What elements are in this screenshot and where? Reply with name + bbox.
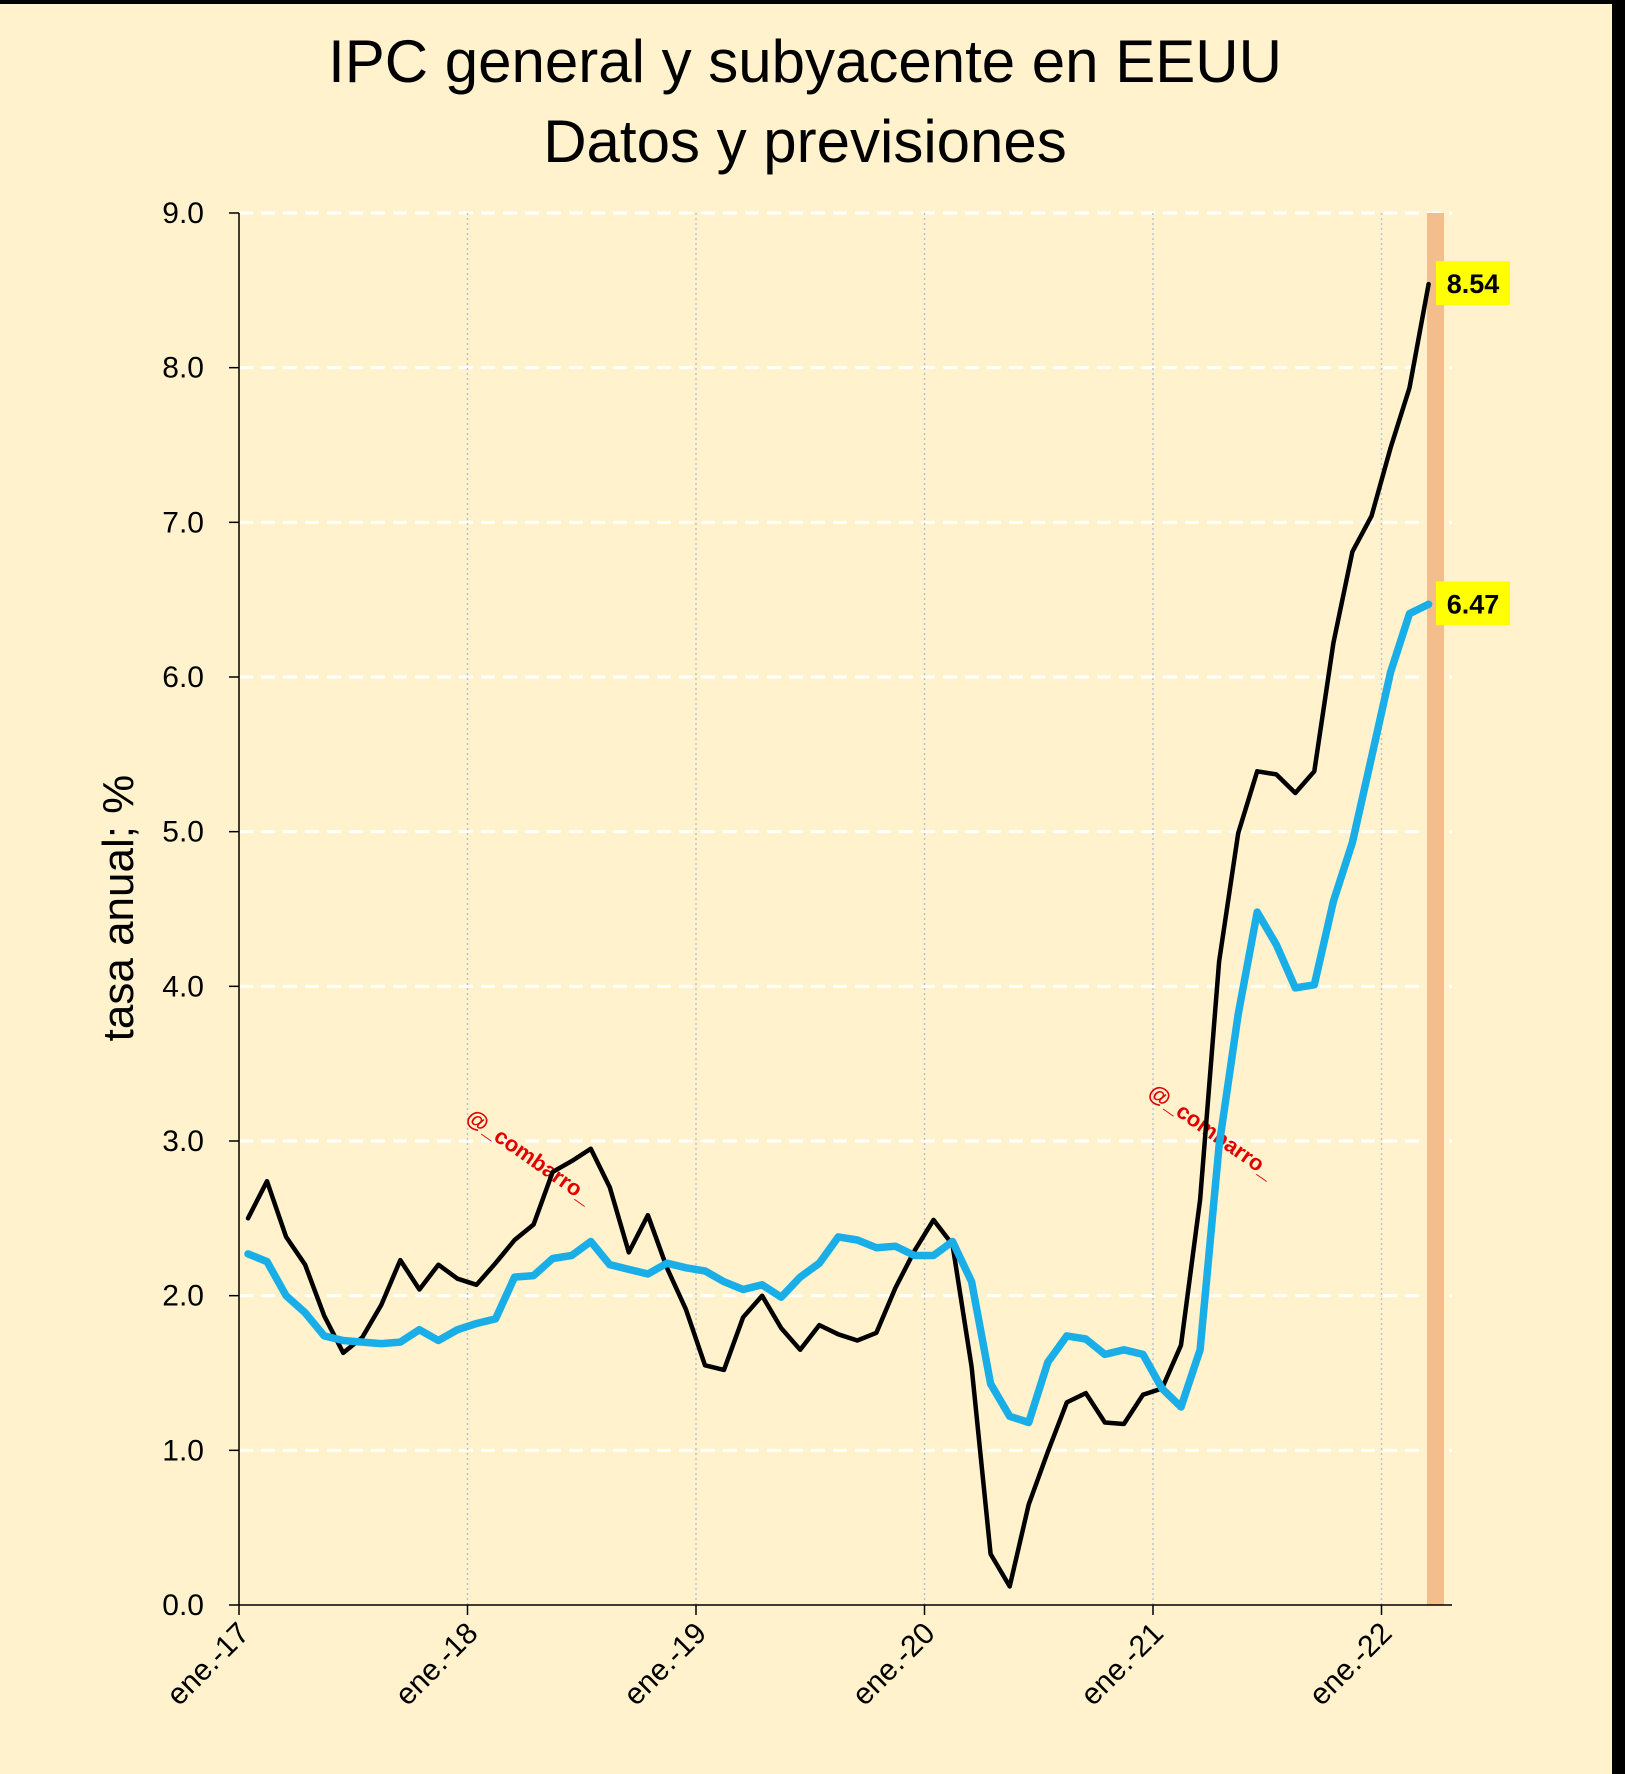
y-tick-label: 1.0 xyxy=(162,1434,204,1467)
chart-title: IPC general y subyacente en EEUU xyxy=(328,28,1282,95)
forecast-band xyxy=(1427,213,1444,1605)
x-tick-label: ene.-17 xyxy=(161,1617,256,1712)
series-line-1 xyxy=(245,281,1431,1589)
end-labels: 8.54 6.47 xyxy=(1436,261,1510,626)
axes xyxy=(229,212,1452,1615)
y-axis-label: tasa anual; % xyxy=(94,775,143,1042)
forecast-band-rect xyxy=(1427,213,1444,1605)
series-line-2 xyxy=(244,600,1433,1427)
end-label-1: 8.54 xyxy=(1436,261,1510,306)
tick-labels: 0.0 1.0 2.0 3.0 4.0 5.0 6.0 7.0 8.0 9.0 ene.-17 ene… xyxy=(161,197,1399,1712)
x-tick-label: ene.-22 xyxy=(1303,1617,1398,1712)
watermarks: @_combarro_ @_combarro_ xyxy=(462,1079,1280,1209)
y-tick-label: 5.0 xyxy=(162,816,204,849)
series-lines xyxy=(244,281,1433,1589)
y-tick-label: 0.0 xyxy=(162,1589,204,1622)
y-tick-label: 6.0 xyxy=(162,661,204,694)
x-tick-label: ene.-19 xyxy=(618,1617,713,1712)
y-tick-label: 7.0 xyxy=(162,506,204,539)
right-border xyxy=(1612,0,1625,1774)
y-tick-label: 2.0 xyxy=(162,1280,204,1313)
x-tick-label: ene.-18 xyxy=(389,1617,484,1712)
end-label-text: 6.47 xyxy=(1447,589,1500,619)
grid-lines xyxy=(239,211,1452,1605)
x-tick-label: ene.-20 xyxy=(846,1617,941,1712)
x-tick-label: ene.-21 xyxy=(1075,1617,1170,1712)
y-tick-label: 4.0 xyxy=(162,970,204,1003)
y-tick-label: 3.0 xyxy=(162,1125,204,1158)
end-label-2: 6.47 xyxy=(1436,581,1510,626)
chart-subtitle: Datos y previsiones xyxy=(543,108,1067,175)
end-label-box xyxy=(1436,581,1510,626)
top-border xyxy=(0,0,1625,4)
end-label-box xyxy=(1436,261,1510,306)
y-tick-label: 8.0 xyxy=(162,352,204,385)
watermark-text: @_combarro_ xyxy=(1144,1079,1280,1184)
y-tick-label: 9.0 xyxy=(162,197,204,230)
end-label-text: 8.54 xyxy=(1447,269,1500,299)
